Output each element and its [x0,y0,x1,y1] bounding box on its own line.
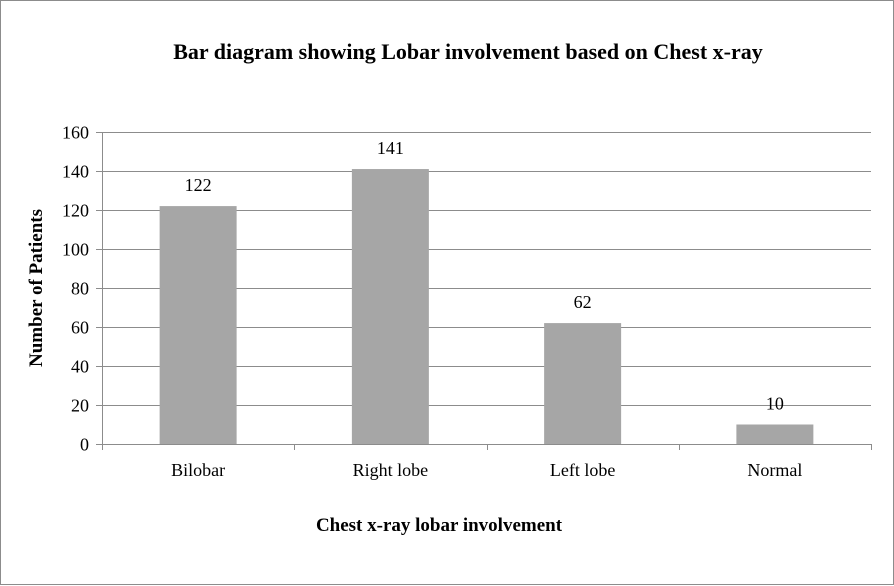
axes [96,132,872,450]
y-tick-label: 120 [62,201,89,221]
x-tick-label: Left lobe [550,460,615,480]
y-tick-label: 40 [71,357,89,377]
data-label: 122 [185,175,212,195]
y-tick-label: 140 [62,162,89,182]
y-tick-label: 160 [62,123,89,143]
x-tick-label: Bilobar [171,460,225,480]
x-tick-label: Right lobe [353,460,429,480]
x-axis-title: Chest x-ray lobar involvement [316,515,563,536]
bar-left-lobe [544,323,622,444]
y-tick-label: 100 [62,240,89,260]
x-axis-tick-labels: Bilobar Right lobe Left lobe Normal [171,460,802,480]
y-axis-tick-labels: 0 20 40 60 80 100 120 140 160 [62,123,89,455]
x-tick-label: Normal [747,460,802,480]
bar-right-lobe [351,169,429,445]
bars [159,169,814,445]
bar-normal [736,424,814,444]
y-axis-title: Number of Patients [26,209,47,367]
data-label: 10 [766,394,784,414]
y-tick-label: 0 [80,435,89,455]
y-tick-label: 60 [71,318,89,338]
chart-title: Bar diagram showing Lobar involvement ba… [173,39,763,64]
bar-bilobar [159,206,237,444]
data-labels: 122 141 62 10 [185,138,784,413]
y-tick-label: 20 [71,396,89,416]
data-label: 141 [377,138,404,158]
data-label: 62 [574,292,592,312]
y-tick-label: 80 [71,279,89,299]
